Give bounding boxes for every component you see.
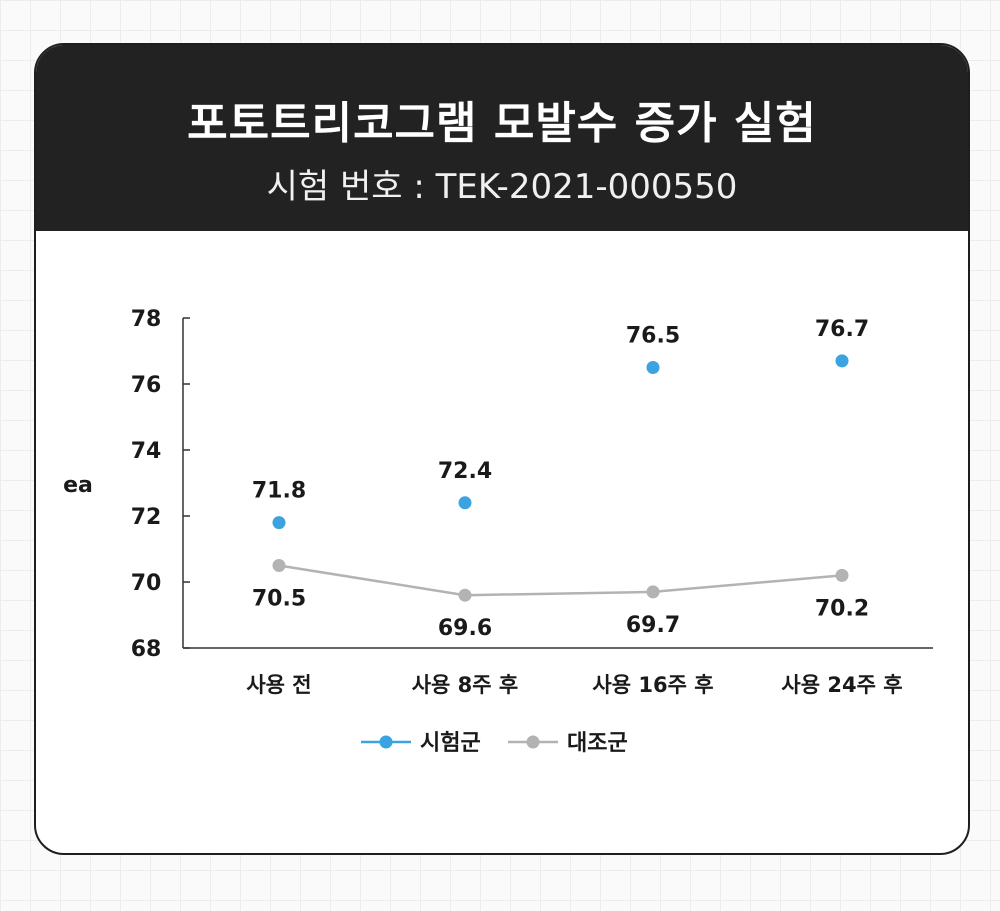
data-label: 72.4 [438,459,492,484]
chart-title: 포토트리코그램 모발수 증가 실험 [187,98,817,149]
y-tick-label: 76 [131,373,162,398]
data-point [646,361,660,374]
y-axis-label: ea [63,473,93,498]
data-point [835,568,849,582]
series-line [278,564,843,597]
legend-marker [379,735,393,749]
x-tick-label: 사용 24주 후 [781,673,902,697]
data-label: 76.7 [815,317,869,342]
data-label: 71.8 [252,479,306,504]
data-point [272,516,286,530]
y-tick-label: 70 [131,571,162,596]
data-point [646,585,660,599]
data-point [272,559,286,572]
x-tick-label: 사용 16주 후 [592,673,713,697]
data-point [835,354,849,368]
data-label: 70.5 [252,587,306,612]
data-label: 69.7 [626,613,680,638]
y-tick-label: 72 [131,505,162,530]
data-point [458,496,472,510]
x-tick-label: 사용 8주 후 [412,673,519,697]
y-tick-label: 74 [131,439,162,464]
x-tick-label: 사용 전 [246,673,311,697]
legend-label: 대조군 [567,731,628,756]
chart-subtitle: 시험 번호 : TEK-2021-000550 [266,167,738,207]
chart-header: 포토트리코그램 모발수 증가 실험 시험 번호 : TEK-2021-00055… [36,45,968,231]
legend-label: 시험군 [420,730,481,756]
y-tick-label: 78 [131,307,162,332]
chart-card: 포토트리코그램 모발수 증가 실험 시험 번호 : TEK-2021-00055… [34,43,970,855]
y-tick-label: 68 [131,637,162,662]
legend-marker [526,735,540,749]
data-point [458,588,472,602]
data-label: 69.6 [438,616,492,641]
data-label: 70.2 [815,596,869,621]
data-label: 76.5 [626,324,680,349]
